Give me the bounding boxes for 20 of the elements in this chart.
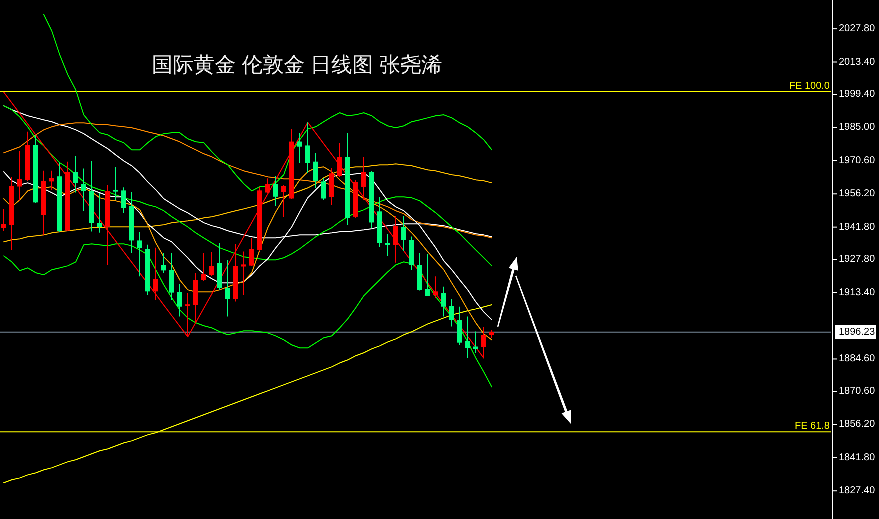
y-tick-label: 1841.80	[839, 452, 876, 464]
line-series	[4, 106, 492, 267]
annotation: FE 100.0	[789, 80, 830, 92]
y-tick-label: 1941.80	[839, 222, 876, 233]
y-tick-label: 1884.60	[839, 354, 876, 365]
line-series	[4, 244, 492, 388]
ref-line-label: 1896.23	[839, 326, 876, 338]
y-tick-label: 1999.40	[839, 89, 876, 100]
y-tick-label: 2027.80	[839, 24, 876, 35]
y-tick-label: 1913.40	[839, 287, 876, 298]
y-tick-label: 1870.60	[839, 386, 876, 397]
y-tick-label: 1927.80	[839, 254, 876, 266]
text: 国际黄金 伦敦金 日线图 张尧浠	[152, 54, 443, 77]
y-tick-label: 1856.20	[839, 419, 876, 430]
y-tick-label: 1827.40	[839, 486, 876, 497]
y-tick-label: 1956.20	[839, 188, 876, 200]
annotation: FE 61.8	[794, 421, 830, 432]
y-tick-label: 1970.60	[839, 155, 876, 166]
y-tick-label: 2013.40	[839, 56, 876, 68]
y-tick-label: 1985.00	[839, 122, 876, 134]
